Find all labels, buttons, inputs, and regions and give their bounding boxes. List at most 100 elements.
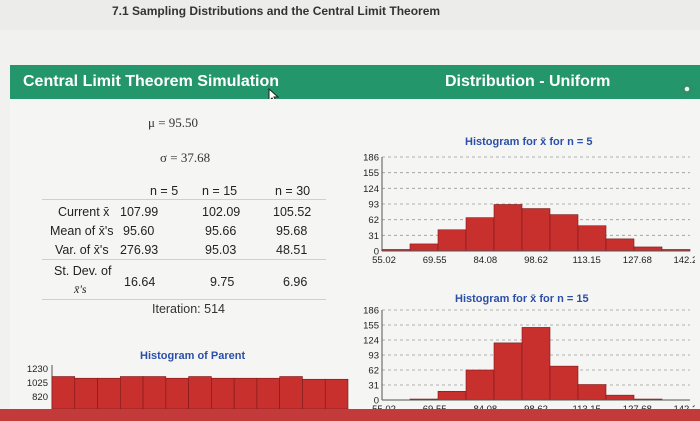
histogram-bar (120, 376, 144, 409)
x-tick-label: 127.68 (623, 255, 652, 266)
y-tick-label: 1025 (27, 378, 48, 389)
histogram-bar (549, 214, 579, 252)
x-tick-label: 84.08 (473, 404, 497, 413)
histogram-bar (577, 225, 607, 252)
histogram-bar (256, 377, 280, 409)
bottom-bar (0, 409, 700, 421)
y-tick-label: 820 (32, 392, 48, 403)
histogram-n15: Histogram for x̄ for n = 15 186 155 124 93 6… (363, 293, 695, 413)
x-tick-label: 142.21 (673, 255, 695, 266)
distribution-selector[interactable]: Distribution - Uniform (445, 73, 611, 90)
y-tick-label: 186 (363, 153, 379, 164)
histogram-bar (188, 376, 212, 409)
y-tick-label: 31 (368, 231, 379, 242)
histogram-bar (577, 384, 607, 401)
x-tick-label: 98.62 (524, 404, 548, 413)
histogram-bar (324, 378, 349, 409)
divider (42, 259, 326, 260)
histogram-bar (279, 376, 303, 409)
chart-title: Histogram of Parent (140, 350, 245, 362)
y-tick-label: 155 (363, 321, 379, 332)
mu-value: μ = 95.50 (148, 115, 199, 130)
x-tick-label: 98.62 (524, 255, 548, 266)
table-cell: 276.93 (120, 243, 159, 257)
histogram-bar (233, 377, 258, 409)
y-tick-label: 93 (368, 351, 379, 362)
histogram-bar (465, 369, 495, 401)
y-tick-label: 0 (374, 247, 379, 258)
y-tick-label: 124 (363, 336, 379, 347)
histogram-bar (51, 376, 76, 409)
histogram-bar (605, 238, 635, 252)
histogram-bar (437, 229, 467, 252)
x-tick-label: 113.15 (572, 255, 600, 266)
histogram-bar (605, 394, 635, 401)
row-label-var: Var. of x̄'s (55, 243, 109, 257)
y-tick-label: 124 (363, 184, 379, 195)
divider (42, 199, 326, 200)
row-label-current: Current x̄ (58, 205, 110, 219)
x-tick-label: 113.15 (572, 404, 600, 413)
row-label-mean: Mean of x̄'s (50, 224, 114, 238)
y-tick-label: 186 (363, 306, 379, 317)
col-header-n5: n = 5 (150, 184, 179, 198)
row-label-sd-2: x̄'s (74, 282, 87, 296)
y-tick-label: 31 (368, 381, 379, 392)
table-cell: 95.60 (123, 224, 155, 238)
x-tick-label: 69.55 (423, 255, 447, 266)
table-cell: 95.03 (205, 243, 237, 257)
simulation-title: Central Limit Theorem Simulation (23, 73, 280, 90)
table-cell: 95.68 (276, 224, 308, 238)
simulation-panel (10, 99, 700, 411)
histogram-bar (493, 342, 523, 401)
histogram-bar (165, 377, 189, 409)
histogram-bar (142, 376, 167, 409)
sigma-value: σ = 37.68 (160, 150, 211, 165)
histogram-bar (521, 208, 551, 252)
y-tick-label: 0 (374, 396, 379, 407)
y-tick-label: 155 (363, 168, 379, 179)
gear-icon[interactable] (678, 80, 696, 98)
table-cell: 105.52 (273, 205, 312, 219)
chart-title: Histogram for x̄ for n = 5 (465, 136, 592, 148)
x-tick-label: 55.02 (372, 404, 396, 413)
table-cell: 107.99 (120, 205, 159, 219)
table-cell: 48.51 (276, 243, 308, 257)
histogram-bar (302, 378, 326, 409)
table-cell: 6.96 (283, 275, 308, 289)
histogram-bar (97, 377, 121, 409)
y-tick-label: 62 (368, 366, 379, 377)
histogram-bar (74, 377, 98, 409)
histogram-bar (437, 390, 467, 401)
histogram-bar (465, 217, 495, 252)
col-header-n15: n = 15 (202, 184, 238, 198)
table-cell: 16.64 (124, 275, 156, 289)
iteration-counter: Iteration: 514 (152, 302, 225, 316)
col-header-n30: n = 30 (275, 184, 311, 198)
table-cell: 95.66 (205, 224, 237, 238)
histogram-bar (493, 204, 523, 252)
histogram-bar (549, 365, 579, 401)
histogram-bar (521, 327, 551, 401)
histogram-n5: Histogram for x̄ for n = 5 186 155 124 93 62… (363, 136, 695, 266)
x-tick-label: 127.68 (623, 404, 652, 413)
row-label-sd: St. Dev. of (54, 264, 112, 278)
x-tick-label: 55.02 (372, 255, 396, 266)
divider (42, 299, 326, 300)
table-cell: 102.09 (202, 205, 241, 219)
histogram-bar (633, 246, 663, 252)
x-tick-label: 84.08 (473, 255, 497, 266)
page-title: 7.1 Sampling Distributions and the Centr… (112, 4, 441, 18)
histogram-bar (409, 243, 439, 252)
y-tick-label: 62 (368, 215, 379, 226)
y-tick-label: 1230 (27, 364, 48, 375)
x-tick-label: 142.21 (673, 404, 695, 413)
page-header: 7.1 Sampling Distributions and the Centr… (0, 0, 700, 30)
chart-title: Histogram for x̄ for n = 15 (455, 293, 589, 305)
histogram-bar (211, 377, 235, 409)
histogram-parent: Histogram of Parent 1230 1025 820 (27, 350, 349, 409)
simulation-banner: Central Limit Theorem Simulation Distrib… (10, 65, 700, 99)
x-tick-label: 69.55 (423, 404, 447, 413)
y-tick-label: 93 (368, 200, 379, 211)
table-cell: 9.75 (210, 275, 235, 289)
